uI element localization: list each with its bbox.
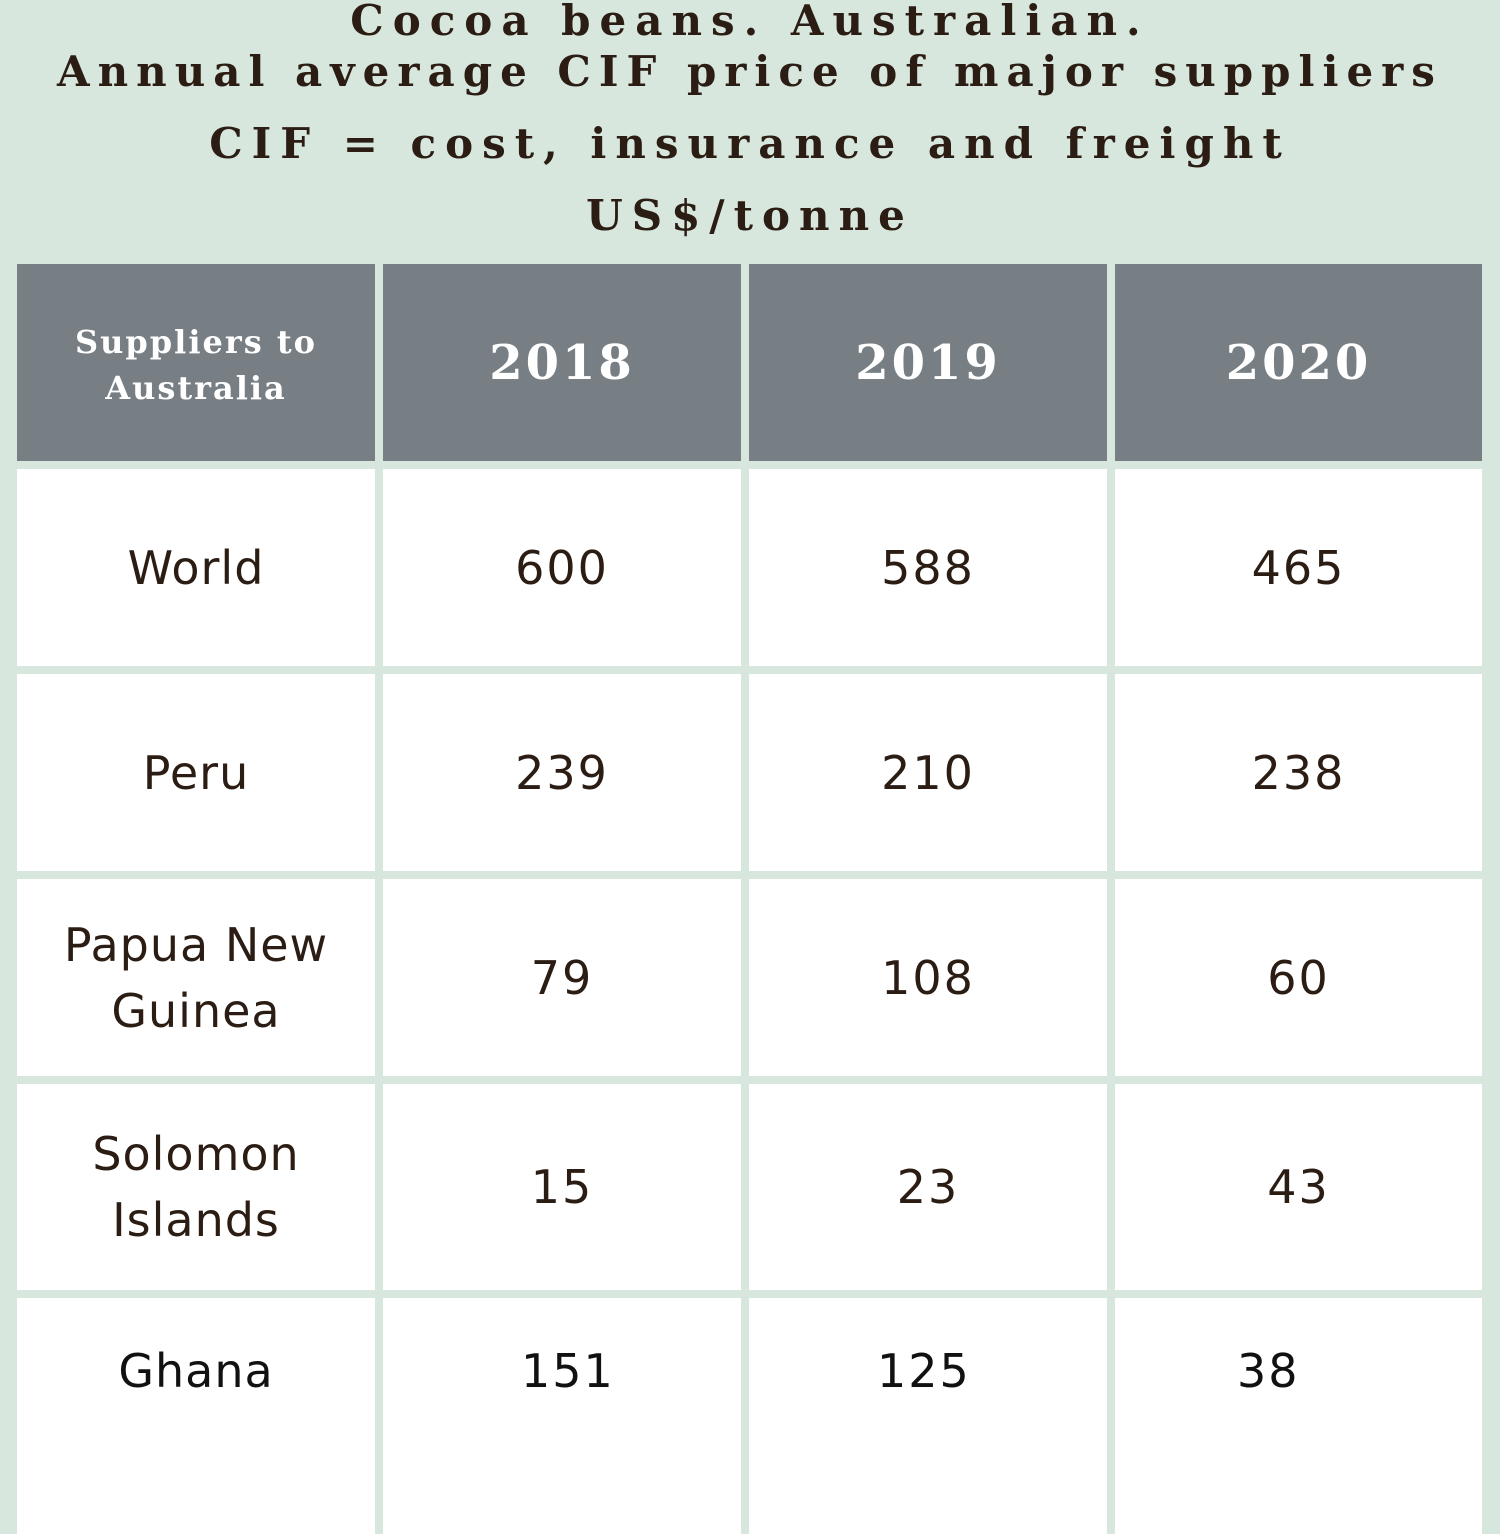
price-cell: 125 <box>749 1298 1107 1534</box>
price-value: 60 <box>1267 950 1330 1005</box>
supplier-name: Solomon Islands <box>92 1127 300 1247</box>
price-cell: 43 <box>1115 1084 1482 1290</box>
price-value: 239 <box>515 745 609 800</box>
supplier-name: World <box>127 540 265 595</box>
header-year-2019: 2019 <box>749 264 1107 461</box>
price-cell: 465 <box>1115 469 1482 666</box>
header-year-label: 2020 <box>1225 334 1372 391</box>
price-value: 465 <box>1251 540 1346 595</box>
price-value: 38 <box>1237 1344 1300 1398</box>
price-value: 108 <box>881 950 975 1005</box>
row-supplier-cell: Papua New Guinea <box>17 879 375 1076</box>
price-cell: 238 <box>1115 674 1482 871</box>
price-cell: 239 <box>383 674 741 871</box>
price-cell: 588 <box>749 469 1107 666</box>
title-line-4: US$/tonne <box>586 191 914 240</box>
title-line-1: Cocoa beans. Australian. <box>350 0 1150 45</box>
title-line-2: Annual average CIF price of major suppli… <box>57 47 1443 96</box>
price-cell: 600 <box>383 469 741 666</box>
price-value: 23 <box>896 1160 960 1214</box>
price-cell: 151 <box>383 1298 741 1534</box>
price-cell: 15 <box>383 1084 741 1290</box>
header-suppliers: Suppliers to Australia <box>17 264 375 461</box>
price-value: 588 <box>881 540 975 595</box>
price-value: 15 <box>530 1160 594 1214</box>
price-cell: 38 <box>1115 1298 1482 1534</box>
price-value: 238 <box>1251 745 1346 800</box>
header-year-label: 2019 <box>855 334 1001 391</box>
row-supplier-cell: World <box>17 469 375 666</box>
header-year-2020: 2020 <box>1115 264 1482 461</box>
header-suppliers-label: Suppliers to Australia <box>75 322 317 407</box>
price-table: Suppliers to Australia 2018 2019 2020 Wo… <box>17 264 1482 1534</box>
header-year-label: 2018 <box>489 334 635 391</box>
price-value: 43 <box>1267 1160 1330 1214</box>
price-cell: 23 <box>749 1084 1107 1290</box>
row-supplier-cell: Ghana <box>17 1298 375 1534</box>
price-value: 79 <box>530 950 594 1005</box>
price-value: 210 <box>881 745 975 800</box>
chart-title: Cocoa beans. Australian. Annual average … <box>0 0 1500 266</box>
row-supplier-cell: Solomon Islands <box>17 1084 375 1290</box>
supplier-name: Ghana <box>118 1344 274 1398</box>
row-supplier-cell: Peru <box>17 674 375 871</box>
price-value: 151 <box>521 1344 615 1398</box>
price-cell: 79 <box>383 879 741 1076</box>
price-cell: 60 <box>1115 879 1482 1076</box>
title-line-3: CIF = cost, insurance and freight <box>209 119 1291 168</box>
supplier-name: Papua New Guinea <box>63 917 329 1038</box>
price-cell: 108 <box>749 879 1107 1076</box>
price-cell: 210 <box>749 674 1107 871</box>
price-value: 600 <box>515 540 609 595</box>
supplier-name: Peru <box>142 745 250 800</box>
price-value: 125 <box>877 1344 971 1398</box>
header-year-2018: 2018 <box>383 264 741 461</box>
